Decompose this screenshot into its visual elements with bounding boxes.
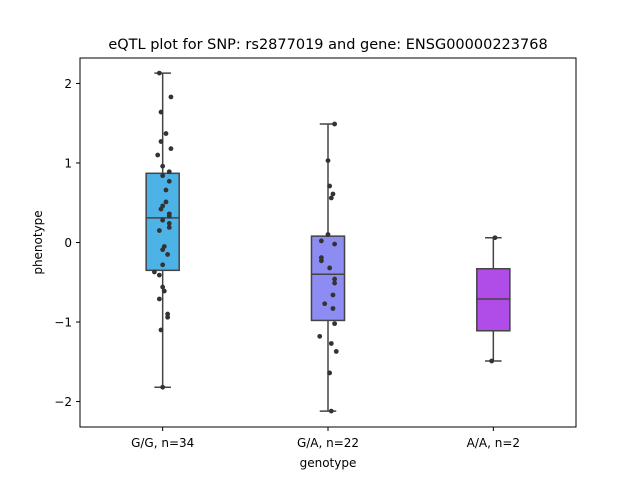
y-tick-label: −2 (54, 395, 72, 409)
data-point (333, 349, 339, 354)
data-point (166, 169, 172, 175)
data-point (325, 232, 331, 237)
iqr-box (310, 235, 346, 322)
x-tick-label: A/A, n=2 (467, 436, 520, 450)
data-point (163, 131, 169, 136)
data-point (330, 191, 336, 197)
data-point (160, 163, 166, 169)
data-point (332, 276, 338, 282)
data-point (165, 252, 171, 257)
data-point (168, 94, 174, 100)
box-group (476, 235, 511, 364)
data-point (330, 292, 336, 298)
data-point (330, 306, 336, 311)
y-axis-label: phenotype (31, 210, 45, 274)
y-tick-label: 2 (64, 77, 72, 91)
data-point (160, 384, 166, 390)
y-tick-label: −1 (54, 316, 72, 330)
data-point (161, 288, 167, 294)
data-point (160, 247, 166, 253)
data-point (318, 238, 324, 244)
box-group (310, 121, 346, 414)
data-point (328, 341, 334, 346)
data-point (160, 262, 166, 268)
x-tick-label: G/G, n=34 (131, 436, 194, 450)
data-point (332, 121, 338, 127)
data-point (328, 195, 334, 201)
data-point (489, 358, 495, 364)
data-point (160, 173, 166, 179)
data-point (166, 213, 172, 219)
y-tick-label: 0 (64, 236, 72, 250)
data-point (156, 272, 162, 278)
data-point (158, 139, 164, 144)
data-point (166, 224, 172, 230)
data-point (166, 178, 172, 184)
data-point (158, 109, 164, 115)
box-group (145, 70, 180, 390)
data-point (163, 199, 169, 205)
data-point (322, 301, 328, 307)
plot-area (145, 70, 511, 414)
x-tick-label: G/A, n=22 (297, 436, 359, 450)
axes: −2 −1 0 1 2 G/G, n=34 G/A, n=22 A/A, n=2 (54, 77, 520, 450)
data-point (318, 258, 324, 264)
data-point (332, 241, 338, 247)
data-point (156, 70, 162, 76)
data-point (332, 280, 338, 286)
data-point (160, 217, 166, 223)
data-point (327, 183, 333, 189)
data-point (158, 206, 164, 212)
iqr-box (476, 267, 511, 332)
data-point (325, 158, 331, 163)
data-point (492, 235, 498, 241)
chart-title: eQTL plot for SNP: rs2877019 and gene: E… (108, 37, 547, 53)
data-point (165, 314, 171, 320)
data-point (328, 408, 334, 414)
data-point (317, 333, 323, 339)
data-point (158, 327, 164, 333)
data-point (327, 370, 333, 376)
data-point (168, 146, 174, 152)
y-tick-label: 1 (64, 156, 72, 170)
data-point (163, 187, 169, 193)
data-point (156, 296, 162, 302)
data-point (155, 152, 161, 158)
data-point (332, 321, 338, 327)
data-point (156, 228, 162, 233)
x-axis-label: genotype (300, 456, 357, 470)
data-point (327, 265, 333, 271)
data-point (160, 284, 166, 290)
data-point (166, 221, 172, 226)
data-point (152, 269, 157, 275)
